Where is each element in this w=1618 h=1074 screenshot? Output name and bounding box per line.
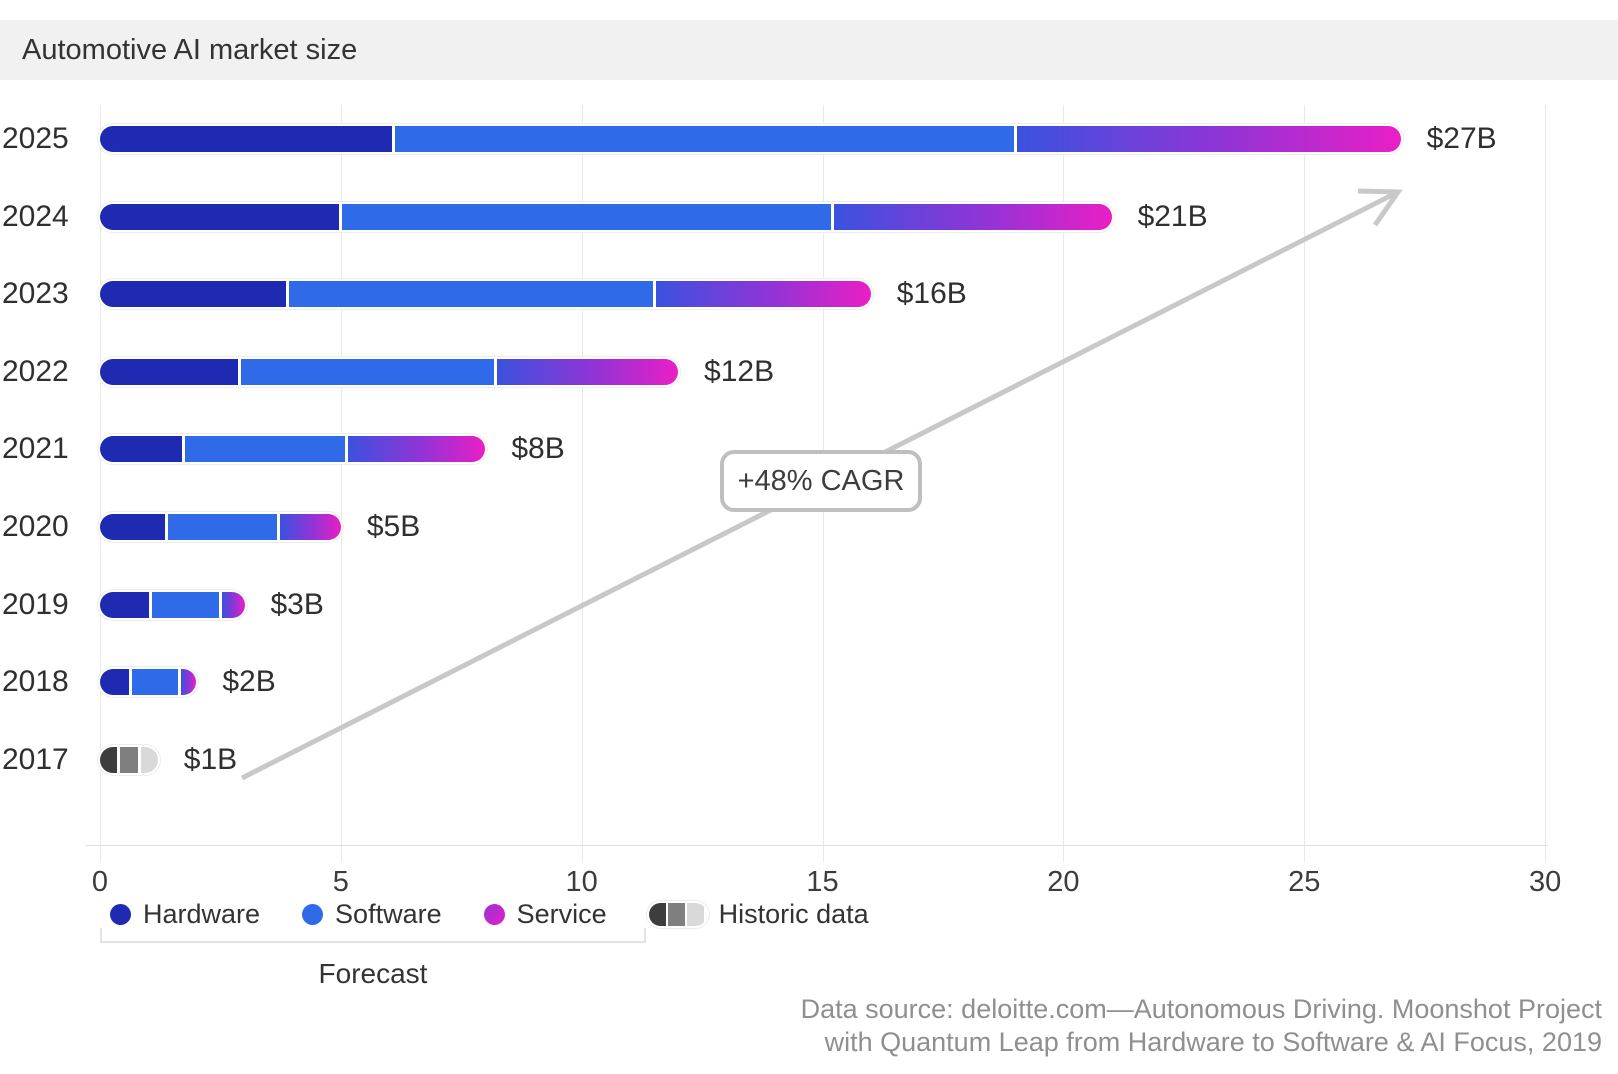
x-tick-label: 10 xyxy=(565,866,598,898)
data-source-line1: Data source: deloitte.com—Autonomous Dri… xyxy=(800,994,1602,1024)
x-tick-label: 30 xyxy=(1528,866,1562,898)
cagr-annotation: +48% CAGR xyxy=(720,450,922,512)
legend-item-service: Service xyxy=(483,899,607,930)
gridline-x-25 xyxy=(1304,105,1306,862)
legend-label: Service xyxy=(516,899,607,929)
historic-segment-3 xyxy=(140,746,158,773)
hardware-segment xyxy=(100,126,392,152)
x-tick-label: 0 xyxy=(91,866,109,898)
total-value-label: $12B xyxy=(704,354,775,388)
hardware-segment xyxy=(100,203,339,230)
service-segment xyxy=(834,203,1112,230)
service-legend-dot xyxy=(483,904,505,925)
total-value-label: $1B xyxy=(183,742,238,776)
data-source-attribution: Data source: deloitte.com—Autonomous Dri… xyxy=(801,993,1602,1059)
year-label: 2022 xyxy=(2,354,69,388)
x-axis-line xyxy=(86,845,1548,846)
hardware-segment xyxy=(100,669,130,696)
software-segment xyxy=(185,436,345,463)
software-segment xyxy=(288,281,653,308)
forecast-bracket xyxy=(100,928,646,943)
historic-swatch-segment-1 xyxy=(648,903,666,926)
x-tick-label: 15 xyxy=(806,866,839,898)
bar-row-2023 xyxy=(100,281,871,308)
historic-segment-1 xyxy=(100,746,118,773)
bar-row-2025 xyxy=(100,126,1401,152)
legend-label: Software xyxy=(335,899,442,929)
bar-row-2019 xyxy=(100,591,245,618)
data-source-line2: with Quantum Leap from Hardware to Softw… xyxy=(824,1027,1602,1057)
x-tick-label: 25 xyxy=(1288,866,1321,898)
x-tick-label: 5 xyxy=(332,866,349,898)
year-label: 2025 xyxy=(2,122,69,155)
service-segment xyxy=(1017,126,1401,152)
historic-swatch-segment-2 xyxy=(667,903,685,926)
historic-swatch-segment-3 xyxy=(686,903,704,926)
x-tick-label: 20 xyxy=(1047,866,1080,898)
total-value-label: $2B xyxy=(222,665,276,699)
forecast-label: Forecast xyxy=(318,958,428,989)
year-label: 2024 xyxy=(2,199,69,233)
historic-data-swatch xyxy=(648,903,707,926)
service-segment xyxy=(655,281,871,308)
year-label: 2021 xyxy=(2,432,69,466)
software-segment xyxy=(151,591,220,618)
gridline-x-0 xyxy=(100,105,101,862)
year-label: 2017 xyxy=(2,742,69,776)
service-segment xyxy=(496,358,679,385)
bar-row-2024 xyxy=(100,203,1112,230)
total-value-label: $5B xyxy=(366,510,421,543)
year-label: 2023 xyxy=(2,277,69,311)
chart-legend: Hardware Software Service Historic data xyxy=(110,899,869,930)
bar-row-2017 xyxy=(100,746,158,773)
year-label: 2018 xyxy=(2,665,69,699)
legend-label: Historic data xyxy=(718,899,869,929)
hardware-segment xyxy=(100,436,183,463)
software-segment xyxy=(394,126,1015,152)
legend-item-hardware: Hardware xyxy=(110,899,260,930)
title-band: Automotive AI market size xyxy=(0,20,1618,80)
total-value-label: $21B xyxy=(1137,199,1208,233)
hardware-segment xyxy=(100,281,286,308)
legend-item-software: Software xyxy=(302,899,442,930)
total-value-label: $8B xyxy=(511,432,565,466)
software-segment xyxy=(168,514,278,540)
year-label: 2019 xyxy=(2,587,69,621)
total-value-label: $3B xyxy=(270,587,324,621)
bar-row-2018 xyxy=(100,669,197,696)
software-legend-dot xyxy=(302,904,324,925)
total-value-label: $16B xyxy=(896,277,967,311)
gridline-x-30 xyxy=(1545,105,1547,862)
hardware-segment xyxy=(100,358,238,385)
historic-segment-2 xyxy=(120,746,138,773)
legend-item-historic-data: Historic data xyxy=(648,899,869,930)
software-segment xyxy=(240,358,494,385)
total-value-label: $27B xyxy=(1426,122,1497,155)
service-segment xyxy=(222,591,245,618)
hardware-legend-dot xyxy=(110,904,131,925)
service-segment xyxy=(280,514,341,540)
hardware-segment xyxy=(100,514,166,540)
bar-row-2020 xyxy=(100,514,341,540)
hardware-segment xyxy=(100,591,149,618)
service-segment xyxy=(181,669,197,696)
year-label: 2020 xyxy=(2,510,69,543)
page-title: Automotive AI market size xyxy=(22,33,358,66)
legend-label: Hardware xyxy=(143,899,261,929)
software-segment xyxy=(341,203,832,230)
service-segment xyxy=(347,436,486,463)
bar-row-2022 xyxy=(100,358,679,385)
software-segment xyxy=(132,669,179,696)
bar-row-2021 xyxy=(100,436,486,463)
cagr-annotation-label: +48% CAGR xyxy=(737,464,905,497)
